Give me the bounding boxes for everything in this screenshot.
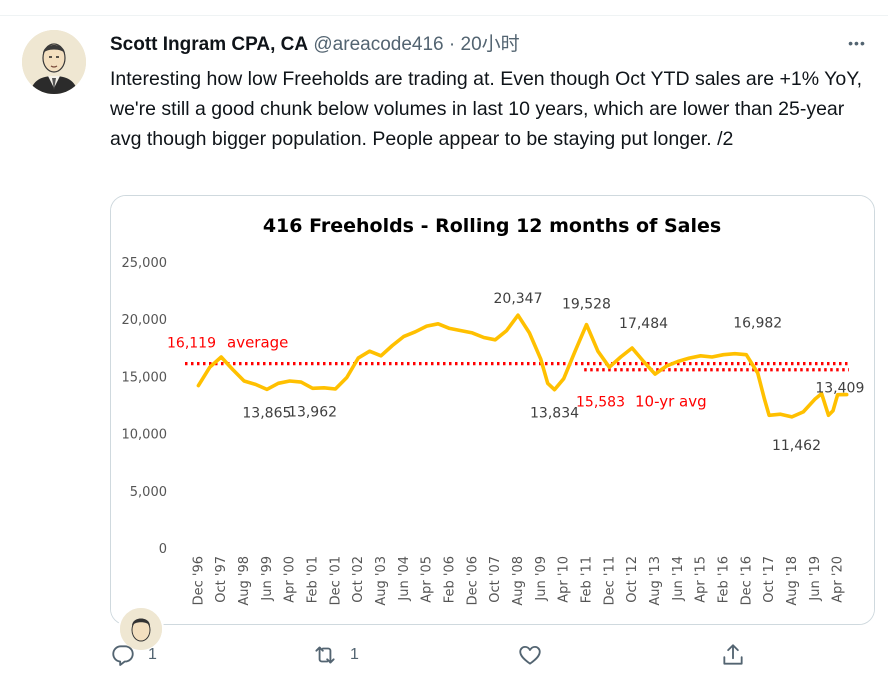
x-tick-label: Dec '96 <box>191 556 206 605</box>
y-tick-label: 10,000 <box>122 428 168 443</box>
reply-avatar-illustration <box>120 608 162 650</box>
retweet-count: 1 <box>350 646 359 663</box>
x-tick-label: Dec '11 <box>602 556 617 605</box>
share-icon <box>723 644 743 665</box>
x-tick-label: Apr '20 <box>831 556 846 603</box>
chart-title: 416 Freeholds - Rolling 12 months of Sal… <box>263 215 721 237</box>
tweet-text: Interesting how low Freeholds are tradin… <box>110 68 863 150</box>
tweet-timestamp[interactable]: 20小时 <box>460 34 520 55</box>
x-tick-label: Jun '99 <box>260 556 275 602</box>
y-tick-label: 25,000 <box>122 256 168 271</box>
data-label: 16,982 <box>733 316 782 332</box>
x-tick-label: Apr '05 <box>420 556 435 603</box>
retweet-icon <box>315 646 335 664</box>
average-value-label: 16,119 <box>167 336 216 352</box>
series-line <box>196 313 849 419</box>
x-tick-label: Oct '97 <box>214 556 229 603</box>
share-button[interactable] <box>720 640 746 670</box>
data-label: 19,528 <box>562 297 611 313</box>
x-tick-label: Jun '19 <box>808 556 823 602</box>
x-tick-label: Oct '07 <box>488 556 503 603</box>
x-axis: Dec '96 Oct '97 Aug '98 Jun '99 Apr '00 Feb '… <box>191 556 845 606</box>
average-label: average <box>227 334 288 352</box>
ten-year-label: 10-yr avg <box>635 393 707 411</box>
x-tick-label: Dec '16 <box>739 556 754 605</box>
tweet-media-card[interactable]: 416 Freeholds - Rolling 12 months of Sal… <box>110 195 875 625</box>
author-name[interactable]: Scott Ingram CPA, CA <box>110 34 309 55</box>
series-layer <box>196 313 849 419</box>
x-tick-label: Feb '06 <box>443 556 458 603</box>
y-axis: 25,000 20,000 15,000 10,000 5,000 0 <box>122 256 168 557</box>
retweet-button[interactable]: 1 <box>312 640 359 670</box>
data-label: 13,865 <box>242 405 291 421</box>
reply-icon <box>112 645 134 666</box>
data-label: 11,462 <box>772 438 821 454</box>
author-avatar-illustration <box>22 30 86 94</box>
y-tick-label: 5,000 <box>130 485 167 500</box>
x-tick-label: Apr '00 <box>283 556 298 603</box>
x-tick-label: Apr '15 <box>694 556 709 603</box>
like-button[interactable] <box>517 640 555 670</box>
reply-count: 1 <box>148 646 157 663</box>
data-label: 20,347 <box>494 291 543 307</box>
x-tick-label: Dec '01 <box>328 556 343 605</box>
tweet-actions: 1 1 <box>110 640 750 670</box>
x-tick-label: Jun '09 <box>534 556 549 602</box>
tweet-header: Scott Ingram CPA, CA @areacode416 · 20小时 <box>110 33 520 57</box>
like-icon <box>519 645 541 665</box>
author-avatar[interactable] <box>22 30 86 94</box>
x-tick-label: Apr '10 <box>557 556 572 603</box>
y-tick-label: 15,000 <box>122 370 168 385</box>
x-tick-label: Dec '06 <box>465 556 480 605</box>
freeholds-line-chart: 416 Freeholds - Rolling 12 months of Sal… <box>111 196 874 624</box>
x-tick-label: Aug '13 <box>648 556 663 606</box>
data-label: 17,484 <box>619 316 668 332</box>
reference-lines: 16,119 average 15,583 10-yr avg <box>167 334 849 411</box>
x-tick-label: Jun '04 <box>397 556 412 602</box>
y-tick-label: 0 <box>159 542 167 557</box>
reply-author-avatar[interactable] <box>118 606 164 652</box>
ten-year-value-label: 15,583 <box>576 395 625 411</box>
x-tick-label: Feb '01 <box>306 556 321 603</box>
data-label: 13,962 <box>288 404 337 420</box>
x-tick-label: Feb '16 <box>716 556 731 603</box>
x-tick-label: Oct '02 <box>351 556 366 603</box>
more-options-icon[interactable]: ••• <box>848 35 866 51</box>
x-tick-label: Oct '17 <box>762 556 777 603</box>
x-tick-label: Aug '03 <box>374 556 389 606</box>
data-label: 13,834 <box>530 406 579 422</box>
data-label: 13,409 <box>815 381 864 397</box>
timeline-divider <box>0 15 888 16</box>
y-tick-label: 20,000 <box>122 313 168 328</box>
x-tick-label: Feb '11 <box>579 556 594 603</box>
x-tick-label: Aug '18 <box>785 556 800 606</box>
reply-button[interactable]: 1 <box>110 640 157 670</box>
x-tick-label: Jun '14 <box>671 556 686 602</box>
author-handle[interactable]: @areacode416 <box>313 34 444 55</box>
x-tick-label: Oct '12 <box>625 556 640 603</box>
x-tick-label: Aug '08 <box>511 556 526 606</box>
meta-separator: · <box>448 34 456 55</box>
x-tick-label: Aug '98 <box>237 556 252 606</box>
